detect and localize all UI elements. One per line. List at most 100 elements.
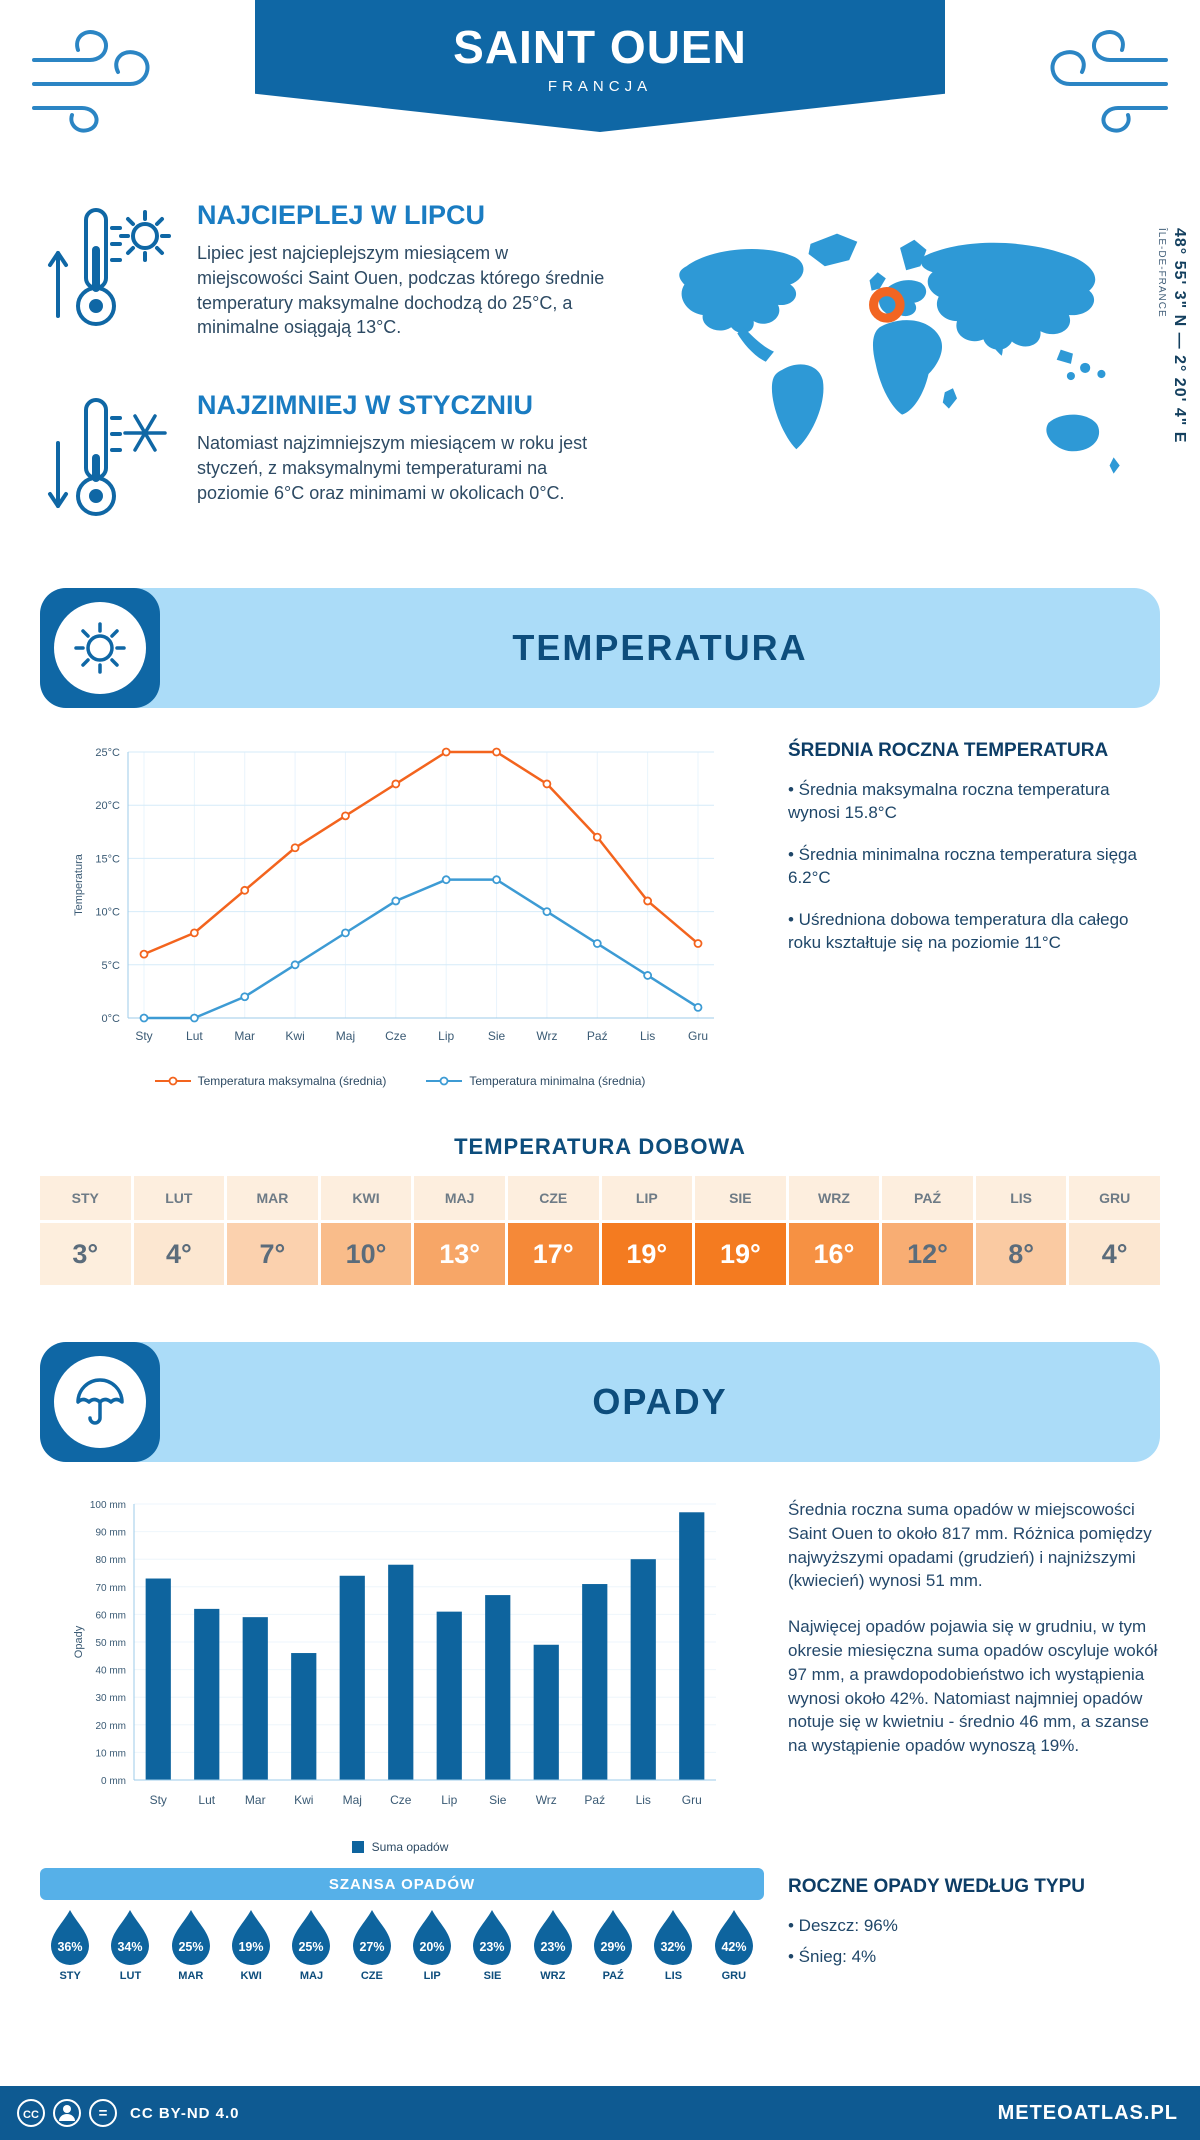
svg-text:Wrz: Wrz [536, 1029, 557, 1043]
precip-chance-month: MAJ [299, 1970, 324, 1982]
temperature-section-banner: TEMPERATURA [40, 588, 1160, 708]
coldest-month-heading: NAJZIMNIEJ W STYCZNIU [197, 390, 534, 420]
warmest-month-heading: NAJCIEPLEJ W LIPCU [197, 200, 486, 230]
svg-text:Mar: Mar [234, 1029, 255, 1043]
attribution-person-icon [53, 2099, 81, 2127]
daily-temperature-table: STY LUT MAR KWI MAJ CZE LIP SIE WRZ PAŹ LIS GRU 3° 4°… [40, 1176, 1160, 1285]
warmest-month-text-block: NAJCIEPLEJ W LIPCU Lipiec jest najcieple… [197, 198, 617, 353]
daily-temp-value: 3° [40, 1223, 131, 1285]
precip-chance-item: 34% LUT [100, 1908, 160, 1982]
daily-temp-month: MAJ [414, 1176, 505, 1220]
precip-chance-month: WRZ [540, 1970, 566, 1982]
water-drop-icon: 19% [232, 1910, 271, 1966]
daily-temp-month: KWI [320, 1176, 412, 1220]
precip-chance-month: STY [59, 1970, 81, 1982]
daily-temp-value: 16° [788, 1223, 880, 1285]
brand-label: METEOATLAS.PL [997, 2101, 1178, 2124]
temperature-summary-heading: ŚREDNIA ROCZNA TEMPERATURA [788, 740, 1109, 761]
rain-share-bullet: • Deszcz: 96% [788, 1916, 898, 1935]
svg-text:60 mm: 60 mm [95, 1610, 126, 1621]
daily-temp-month: STY [40, 1176, 131, 1220]
svg-text:42%: 42% [721, 1940, 746, 1954]
svg-text:Wrz: Wrz [536, 1793, 557, 1807]
daily-temp-value: 19° [695, 1223, 786, 1285]
svg-text:15°C: 15°C [95, 853, 120, 865]
daily-temp-value: 10° [320, 1223, 412, 1285]
svg-text:50 mm: 50 mm [95, 1638, 126, 1649]
precip-chance-item: 25% MAJ [281, 1908, 341, 1982]
daily-temp-month: LIP [601, 1176, 693, 1220]
svg-text:34%: 34% [118, 1940, 143, 1954]
daily-temp-value: 4° [133, 1223, 225, 1285]
svg-text:Opady: Opady [73, 1625, 85, 1658]
svg-text:Sie: Sie [489, 1793, 507, 1807]
temperature-chart-legend: Temperatura maksymalna (średnia) Temperat… [70, 1074, 730, 1088]
svg-text:Sie: Sie [488, 1029, 506, 1043]
coldest-month-text-block: NAJZIMNIEJ W STYCZNIU Natomiast najzimni… [197, 388, 617, 543]
water-drop-icon: 36% [51, 1910, 90, 1966]
precip-chance-month: CZE [360, 1970, 383, 1982]
svg-text:0°C: 0°C [102, 1013, 121, 1025]
svg-text:Paź: Paź [584, 1793, 605, 1807]
lat-lon-label: 48° 55' 3" N — 2° 20' 4" E [1171, 228, 1188, 444]
legend-label: Temperatura minimalna (średnia) [469, 1074, 646, 1088]
location-marker [869, 287, 905, 323]
daily-temperature-heading: TEMPERATURA DOBOWA [454, 1134, 746, 1159]
water-drop-icon: 32% [654, 1910, 693, 1966]
license-label: CC BY-ND 4.0 [130, 2104, 240, 2122]
precip-chance-month: LIS [664, 1970, 683, 1982]
umbrella-icon [54, 1356, 146, 1448]
precip-chance-month: GRU [721, 1970, 747, 1982]
temperature-summary-bullets: • Średnia maksymalna roczna temperatura … [788, 778, 1160, 955]
license-icons: CC = [16, 2098, 118, 2128]
svg-text:=: = [99, 2105, 108, 2122]
temp-summary-bullet: • Uśredniona dobowa temperatura dla całe… [788, 909, 1129, 953]
precipitation-text-column: Średnia roczna suma opadów w miejscowośc… [788, 1498, 1160, 1780]
precipitation-bar-chart-svg: 0 mm 10 mm 20 mm 30 mm 40 mm 50 mm 60 mm 70 mm 8… [73, 1500, 716, 1807]
svg-text:10 mm: 10 mm [95, 1748, 126, 1759]
precip-chance-month: MAR [178, 1970, 204, 1982]
precip-chance-item: 20% LIP [402, 1908, 462, 1982]
svg-text:20 mm: 20 mm [95, 1721, 126, 1732]
coldest-month-text: Natomiast najzimniejszym miesiącem w rok… [197, 433, 588, 503]
water-drop-icon: 27% [352, 1910, 391, 1966]
daily-temp-value: 19° [601, 1223, 693, 1285]
daily-temp-value: 4° [1069, 1223, 1160, 1285]
page-title: SAINT OUEN [453, 21, 747, 73]
daily-temp-month: CZE [507, 1176, 599, 1220]
water-drop-icon: 23% [473, 1910, 512, 1966]
water-drop-icon: 34% [111, 1910, 150, 1966]
precip-chance-item: 27% CZE [342, 1908, 402, 1982]
svg-text:90 mm: 90 mm [95, 1528, 126, 1539]
svg-text:20°C: 20°C [95, 800, 120, 812]
svg-text:Maj: Maj [336, 1029, 355, 1043]
sun-icon [54, 602, 146, 694]
daily-temp-month: GRU [1069, 1176, 1160, 1220]
svg-text:23%: 23% [540, 1940, 565, 1954]
daily-temp-month: LUT [133, 1176, 225, 1220]
precip-chance-item: 42% GRU [704, 1908, 764, 1982]
svg-text:Sty: Sty [150, 1793, 167, 1807]
svg-text:Gru: Gru [682, 1793, 702, 1807]
header-banner: SAINT OUEN FRANCJA [255, 0, 945, 132]
svg-text:25%: 25% [178, 1940, 203, 1954]
svg-text:5°C: 5°C [102, 960, 121, 972]
svg-text:23%: 23% [480, 1940, 505, 1954]
water-drop-icon: 25% [292, 1910, 331, 1966]
daily-temp-value: 17° [507, 1223, 599, 1285]
snow-share-bullet: • Śnieg: 4% [788, 1947, 877, 1967]
svg-text:Lip: Lip [441, 1793, 457, 1807]
world-map [658, 220, 1136, 528]
precip-chance-heading: SZANSA OPADÓW [40, 1868, 764, 1900]
cc-icon: CC [17, 2099, 45, 2127]
water-drop-icon: 23% [533, 1910, 572, 1966]
banner-bar [40, 588, 1160, 708]
precipitation-chart: 0 mm 10 mm 20 mm 30 mm 40 mm 50 mm 60 mm 70 mm 8… [70, 1492, 730, 1837]
precip-chance-item: 19% KWI [221, 1908, 281, 1982]
legend-line-icon [154, 1076, 191, 1086]
water-drop-icon: 42% [714, 1910, 753, 1966]
svg-text:70 mm: 70 mm [95, 1583, 126, 1594]
precip-chance-item: 29% PAŹ [583, 1908, 643, 1982]
svg-text:25°C: 25°C [95, 747, 120, 759]
